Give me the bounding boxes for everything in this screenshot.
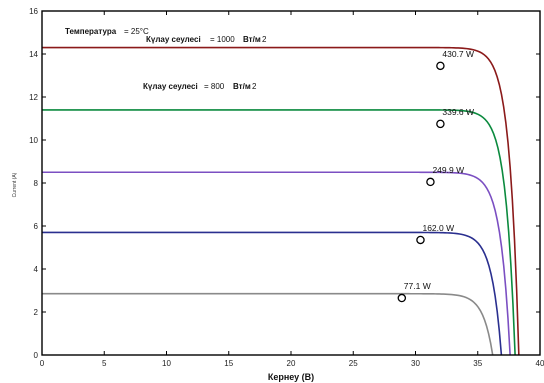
y-tick-label-12: 12 bbox=[29, 93, 38, 102]
x-tick-label-5: 5 bbox=[102, 359, 107, 368]
irradiance-1000-sup: 2 bbox=[262, 35, 267, 44]
y-tick-label-14: 14 bbox=[29, 50, 38, 59]
mpp-power-label-4: 162.0 W bbox=[422, 223, 454, 233]
y-tick-label-8: 8 bbox=[34, 179, 39, 188]
irradiance-800-value: = 800 bbox=[204, 82, 225, 91]
plot-frame bbox=[41, 10, 541, 356]
x-tick-label-10: 10 bbox=[162, 359, 171, 368]
mpp-power-label-1: 430.7 W bbox=[442, 49, 474, 59]
mpp-marker-1 bbox=[436, 61, 445, 71]
mpp-marker-2 bbox=[436, 119, 445, 129]
axes-layer: 0 5 10 15 20 25 30 35 40 0 2 4 6 8 10 12 14 16 bbox=[29, 7, 544, 368]
x-tick-label-15: 15 bbox=[224, 359, 233, 368]
x-tick-label-25: 25 bbox=[349, 359, 358, 368]
irradiance-1000-value: = 1000 bbox=[210, 35, 235, 44]
mpp-marker-4 bbox=[416, 235, 425, 245]
y-axis-label: Current (A) bbox=[12, 172, 18, 197]
y-tick-label-6: 6 bbox=[34, 222, 39, 231]
markers-layer: 430.7 W 339.6 W 249.9 W 162.0 W 77.1 W bbox=[397, 49, 474, 303]
irradiance-800-label: Күлау сеулесі bbox=[143, 82, 198, 91]
temperature-label: Температура bbox=[65, 27, 117, 36]
irradiance-800-sup: 2 bbox=[252, 82, 257, 91]
y-tick-label-4: 4 bbox=[34, 265, 39, 274]
x-axis-label: Кернеу (В) bbox=[268, 372, 314, 382]
x-tick-label-0: 0 bbox=[40, 359, 45, 368]
y-tick-label-0: 0 bbox=[34, 351, 39, 360]
series-line-1 bbox=[42, 46, 520, 356]
y-tick-label-10: 10 bbox=[29, 136, 38, 145]
temperature-value: = 25°C bbox=[124, 27, 149, 36]
mpp-power-label-3: 249.9 W bbox=[432, 165, 464, 175]
x-tick-label-20: 20 bbox=[287, 359, 296, 368]
mpp-marker-3 bbox=[426, 177, 435, 187]
curves-layer bbox=[42, 46, 520, 356]
series-line-5 bbox=[42, 292, 494, 356]
mpp-marker-5 bbox=[397, 293, 407, 303]
x-tick-label-35: 35 bbox=[473, 359, 482, 368]
series-line-3 bbox=[42, 171, 511, 356]
mpp-power-label-5: 77.1 W bbox=[404, 281, 431, 291]
x-tick-label-30: 30 bbox=[411, 359, 420, 368]
irradiance-800-unit: Вт/м bbox=[233, 82, 251, 91]
series-line-2 bbox=[42, 109, 516, 356]
irradiance-1000-unit: Вт/м bbox=[243, 35, 261, 44]
x-tick-label-40: 40 bbox=[536, 359, 544, 368]
series-line-4 bbox=[42, 231, 503, 356]
mpp-power-label-2: 339.6 W bbox=[442, 107, 474, 117]
y-tick-label-16: 16 bbox=[29, 7, 38, 16]
irradiance-1000-label: Күлау сеулесі bbox=[146, 35, 201, 44]
y-tick-label-2: 2 bbox=[34, 308, 39, 317]
